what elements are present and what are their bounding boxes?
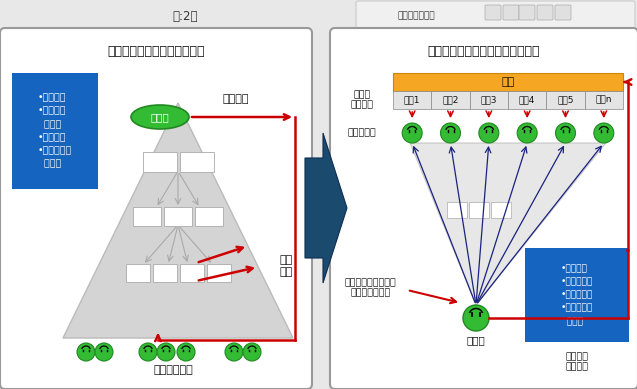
Text: 矩阵团队为一线经营
体提共支持资源: 矩阵团队为一线经营 体提共支持资源 — [345, 278, 397, 298]
FancyBboxPatch shape — [585, 91, 623, 109]
FancyBboxPatch shape — [152, 264, 176, 282]
Text: 自主经营体: 自主经营体 — [348, 128, 376, 137]
FancyBboxPatch shape — [356, 1, 635, 30]
Circle shape — [479, 123, 499, 143]
FancyBboxPatch shape — [195, 207, 223, 226]
Text: 图:2：: 图:2： — [172, 9, 197, 23]
Circle shape — [594, 123, 614, 143]
FancyBboxPatch shape — [393, 73, 623, 91]
Circle shape — [441, 123, 461, 143]
Circle shape — [177, 343, 195, 361]
Circle shape — [139, 343, 157, 361]
FancyBboxPatch shape — [555, 5, 571, 20]
Text: 为客户
创造价值: 为客户 创造价值 — [350, 90, 373, 110]
Circle shape — [517, 123, 537, 143]
FancyBboxPatch shape — [180, 152, 213, 172]
Polygon shape — [410, 143, 606, 305]
FancyBboxPatch shape — [525, 248, 629, 342]
FancyBboxPatch shape — [469, 91, 508, 109]
FancyBboxPatch shape — [547, 91, 585, 109]
FancyBboxPatch shape — [485, 5, 501, 20]
Circle shape — [243, 343, 261, 361]
FancyBboxPatch shape — [393, 91, 431, 109]
Text: 用户: 用户 — [501, 77, 515, 87]
FancyBboxPatch shape — [164, 207, 192, 226]
Text: •开放共赢
•挣薪挣资源
•为自己干活
•流程以客户
  为中心: •开放共赢 •挣薪挣资源 •为自己干活 •流程以客户 为中心 — [561, 264, 593, 326]
FancyBboxPatch shape — [0, 28, 312, 389]
Text: 管理者: 管理者 — [467, 335, 485, 345]
Circle shape — [463, 305, 489, 331]
Circle shape — [77, 343, 95, 361]
Polygon shape — [305, 133, 347, 283]
FancyBboxPatch shape — [469, 202, 489, 218]
FancyBboxPatch shape — [206, 264, 231, 282]
Text: 客户4: 客户4 — [519, 96, 535, 105]
Circle shape — [402, 123, 422, 143]
Text: 管理者: 管理者 — [150, 112, 169, 122]
Text: 客户5: 客户5 — [557, 96, 574, 105]
Text: 终端被动执行: 终端被动执行 — [153, 365, 193, 375]
Polygon shape — [63, 103, 293, 338]
FancyBboxPatch shape — [143, 152, 176, 172]
Text: 客户3: 客户3 — [480, 96, 497, 105]
Text: 过去：金字塔式职能管理结构: 过去：金字塔式职能管理结构 — [107, 44, 204, 58]
Text: 创新：以客户为中心的自主经营体: 创新：以客户为中心的自主经营体 — [428, 44, 540, 58]
FancyBboxPatch shape — [508, 91, 547, 109]
Text: 客户n: 客户n — [596, 96, 612, 105]
Circle shape — [225, 343, 243, 361]
Text: 提供资源
发现机会: 提供资源 发现机会 — [566, 352, 589, 372]
FancyBboxPatch shape — [125, 264, 150, 282]
FancyBboxPatch shape — [537, 5, 553, 20]
FancyBboxPatch shape — [447, 202, 467, 218]
Text: 层层
传递: 层层 传递 — [280, 255, 293, 277]
FancyBboxPatch shape — [519, 5, 535, 20]
Circle shape — [95, 343, 113, 361]
Text: 客户2: 客户2 — [442, 96, 459, 105]
FancyBboxPatch shape — [503, 5, 519, 20]
Ellipse shape — [131, 105, 189, 129]
FancyBboxPatch shape — [330, 28, 637, 389]
FancyBboxPatch shape — [133, 207, 161, 226]
Circle shape — [555, 123, 575, 143]
Text: •内部博弈
•分数分薪
  分资源
•为企业干
•流程以企业
  为中心: •内部博弈 •分数分薪 分资源 •为企业干 •流程以企业 为中心 — [38, 93, 72, 168]
Text: 发送图片到手机: 发送图片到手机 — [398, 11, 436, 20]
FancyBboxPatch shape — [491, 202, 511, 218]
FancyBboxPatch shape — [431, 91, 469, 109]
Text: 客户1: 客户1 — [404, 96, 420, 105]
Text: 发号施令: 发号施令 — [223, 94, 249, 104]
FancyBboxPatch shape — [180, 264, 203, 282]
FancyBboxPatch shape — [12, 73, 98, 189]
Circle shape — [157, 343, 175, 361]
